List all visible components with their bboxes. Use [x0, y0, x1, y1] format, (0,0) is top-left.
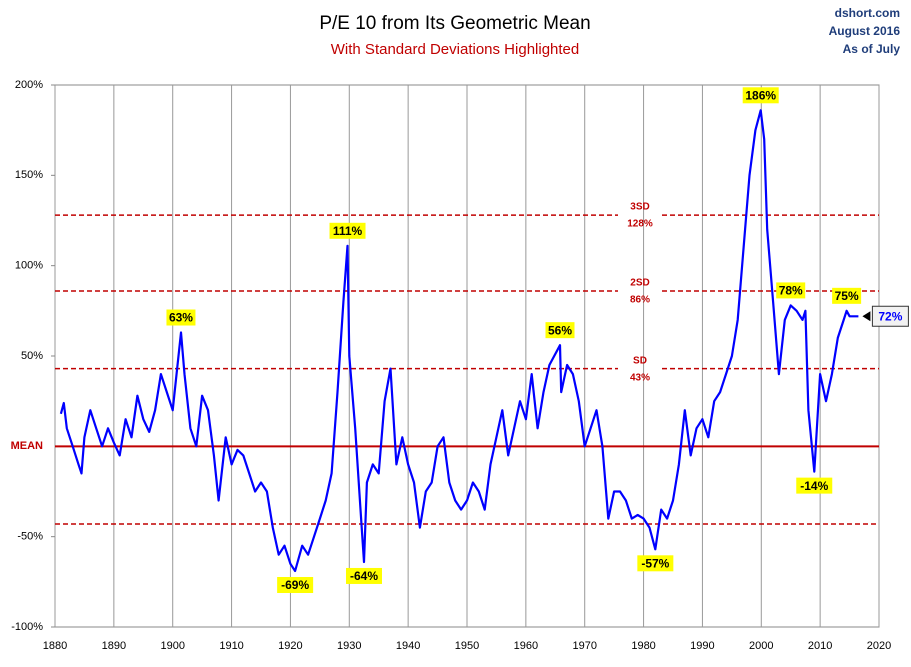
- annotation-label: -69%: [281, 578, 309, 592]
- annotation-box: [796, 477, 833, 494]
- annotation-box: [742, 87, 779, 104]
- annotation-label: 78%: [779, 284, 803, 298]
- callout-box: [871, 305, 909, 327]
- sd-name: 2SD: [630, 278, 649, 289]
- annotation-label: 111%: [333, 224, 363, 238]
- x-tick-label: 1920: [278, 640, 302, 652]
- y-tick-label: 50%: [21, 350, 43, 362]
- annotation-box: [329, 222, 366, 239]
- x-tick-label: 1940: [396, 640, 420, 652]
- x-tick-label: 1990: [690, 640, 714, 652]
- annotation-box: [832, 287, 862, 304]
- source-line: August 2016: [829, 24, 901, 38]
- annotation-box: [346, 567, 382, 584]
- annotation-label: 186%: [745, 88, 776, 102]
- annotation-box: [166, 309, 196, 326]
- source-line: dshort.com: [835, 6, 900, 20]
- x-tick-label: 1910: [219, 640, 243, 652]
- sd-name: SD: [633, 355, 647, 366]
- data-line: [59, 109, 859, 573]
- x-tick-label: 2020: [867, 640, 891, 652]
- annotation-label: -57%: [641, 556, 669, 570]
- annotation-label: 75%: [835, 289, 859, 303]
- y-tick-label: 200%: [15, 79, 43, 91]
- annotation-box: [545, 322, 575, 339]
- annotation-label: -14%: [800, 479, 828, 493]
- x-tick-label: 2000: [749, 640, 773, 652]
- x-tick-label: 1900: [160, 640, 184, 652]
- sd-label: 128%: [627, 219, 653, 230]
- chart-subtitle: With Standard Deviations Highlighted: [331, 41, 579, 58]
- x-tick-label: 1880: [43, 640, 67, 652]
- annotation-box: [637, 555, 674, 572]
- x-tick-label: 1970: [572, 640, 596, 652]
- sd-label: 86%: [630, 295, 650, 306]
- sd-name: 3SD: [630, 202, 649, 213]
- x-tick-label: 2010: [808, 640, 832, 652]
- x-tick-label: 1960: [514, 640, 538, 652]
- sd-label: 43%: [630, 372, 650, 383]
- x-tick-label: 1930: [337, 640, 361, 652]
- x-tick-label: 1890: [102, 640, 126, 652]
- chart-title: P/E 10 from Its Geometric Mean: [319, 13, 590, 34]
- callout-label: 72%: [878, 309, 902, 323]
- source-line: As of July: [843, 42, 901, 56]
- annotation-label: 63%: [169, 311, 193, 325]
- y-tick-label: -50%: [17, 531, 43, 543]
- annotation-label: -64%: [350, 569, 378, 583]
- y-tick-label: -100%: [11, 621, 43, 633]
- callout-arrow: [862, 311, 871, 322]
- x-tick-label: 1980: [631, 640, 655, 652]
- y-tick-label: 150%: [15, 169, 43, 181]
- annotation-label: 56%: [548, 323, 572, 337]
- annotation-box: [776, 282, 806, 299]
- x-tick-label: 1950: [455, 640, 479, 652]
- y-tick-label: 100%: [15, 260, 43, 272]
- annotation-box: [277, 576, 314, 593]
- mean-label: MEAN: [11, 440, 43, 452]
